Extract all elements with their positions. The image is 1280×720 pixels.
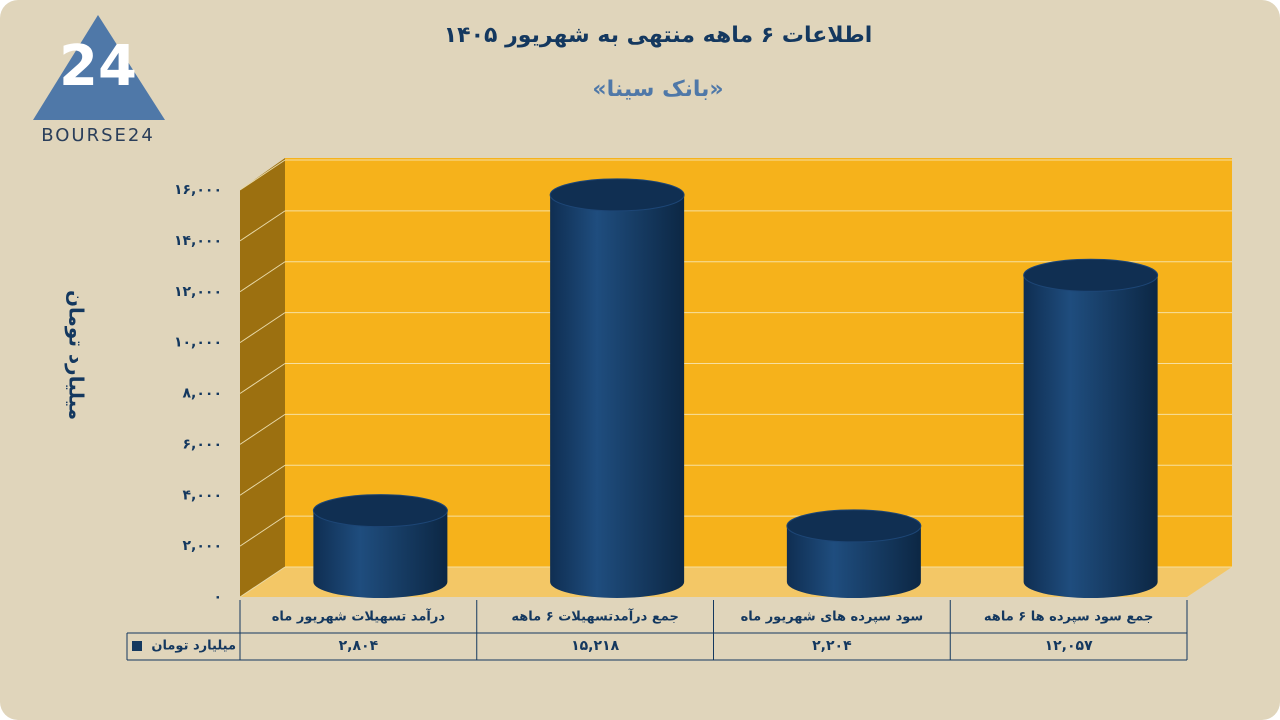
x-tick-label: جمع سود سپرده ها ۶ ماهه	[984, 610, 1153, 625]
svg-text:24: 24	[59, 34, 137, 99]
logo-text: BOURSE24	[41, 125, 155, 146]
x-tick-label: سود سپرده های شهریور ماه	[741, 610, 924, 625]
grid-line	[239, 515, 286, 547]
y-tick-label: ۲,۰۰۰	[183, 538, 223, 554]
chart-title: اطلاعات ۶ ماهه منتهی به شهریور ۱۴۰۵	[444, 23, 873, 48]
x-tick-label: درآمد تسهیلات شهریور ماه	[272, 608, 446, 625]
y-tick-label: ۰	[213, 589, 222, 605]
legend-swatch	[132, 641, 142, 651]
bar-top	[549, 178, 685, 212]
grid-line	[239, 159, 286, 191]
grid-line	[239, 464, 286, 496]
logo: 24 BOURSE24	[33, 15, 165, 146]
bar	[550, 194, 685, 598]
grid-line	[239, 312, 286, 344]
y-tick-label: ۶,۰۰۰	[183, 436, 223, 452]
value-label: ۲,۲۰۴	[812, 638, 852, 654]
value-label: ۲,۸۰۴	[339, 638, 379, 654]
data-table	[126, 600, 1188, 661]
y-tick-label: ۴,۰۰۰	[183, 487, 223, 503]
grid-line	[239, 566, 286, 598]
bar	[786, 525, 921, 598]
bar	[313, 510, 448, 598]
legend-label: میلیارد تومان	[151, 639, 236, 654]
grid-line	[239, 210, 286, 242]
value-label: ۱۲,۰۵۷	[1045, 638, 1093, 654]
bar-top	[786, 509, 922, 543]
x-tick-label: جمع درآمدتسهیلات ۶ ماهه	[511, 608, 678, 625]
value-label: ۱۵,۲۱۸	[571, 638, 619, 654]
floor	[240, 567, 1232, 597]
y-tick-label: ۸,۰۰۰	[183, 386, 223, 402]
chart-subtitle: «بانک سینا»	[592, 77, 723, 102]
y-tick-label: ۱۲,۰۰۰	[174, 284, 222, 300]
y-tick-label: ۱۶,۰۰۰	[174, 182, 222, 198]
grid-line	[239, 363, 286, 394]
bar-top	[312, 494, 448, 528]
y-axis-label: میلیارد تومان	[65, 290, 89, 420]
y-tick-label: ۱۴,۰۰۰	[174, 233, 222, 249]
bar-top	[1023, 258, 1159, 292]
y-tick-label: ۱۰,۰۰۰	[174, 335, 222, 351]
grid-line	[239, 261, 286, 293]
bar	[1023, 275, 1158, 598]
grid-line	[239, 413, 286, 445]
